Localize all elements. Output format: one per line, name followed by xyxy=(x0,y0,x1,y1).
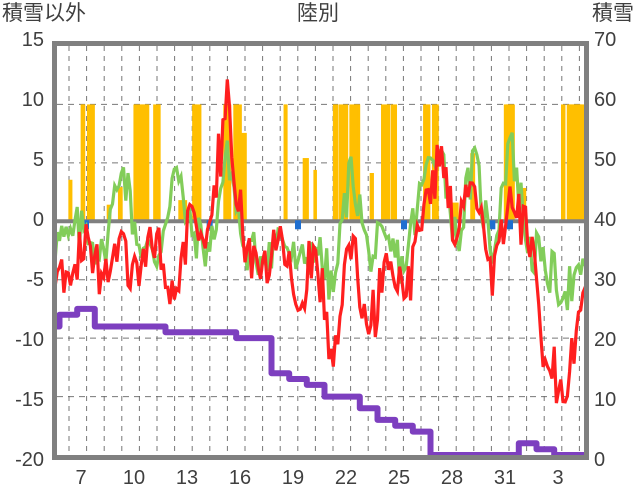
x-tick-22: 22 xyxy=(334,467,358,489)
x-tick-16: 16 xyxy=(228,467,252,489)
y-right-tick-20: 20 xyxy=(594,329,617,351)
x-tick-3: 3 xyxy=(552,467,564,489)
y-left-tick-10: 10 xyxy=(21,89,44,111)
chart-title: 陸別 xyxy=(297,2,339,25)
y-right-tick-60: 60 xyxy=(594,89,617,111)
y-right-tick-30: 30 xyxy=(594,269,617,291)
x-tick-25: 25 xyxy=(387,467,411,489)
x-tick-10: 10 xyxy=(122,467,146,489)
y-right-tick-0: 0 xyxy=(594,449,606,471)
x-tick-7: 7 xyxy=(75,467,87,489)
y-right-tick-40: 40 xyxy=(594,209,617,231)
y-left-tick-m15: -15 xyxy=(15,389,44,411)
x-tick-28: 28 xyxy=(440,467,464,489)
x-tick-19: 19 xyxy=(281,467,305,489)
right-axis-unit-label: 積雪 xyxy=(592,2,634,25)
left-axis-unit-label: 積雪以外 xyxy=(2,2,86,25)
y-right-tick-10: 10 xyxy=(594,389,617,411)
y-left-tick-15: 15 xyxy=(21,29,44,51)
y-left-tick-m5: -5 xyxy=(26,269,44,291)
y-left-tick-m10: -10 xyxy=(15,329,44,351)
y-left-tick-0: 0 xyxy=(32,209,44,231)
y-left-tick-5: 5 xyxy=(32,149,44,171)
y-left-tick-m20: -20 xyxy=(15,449,44,471)
chart-svg xyxy=(57,46,584,455)
plot-area xyxy=(52,41,589,460)
y-right-tick-50: 50 xyxy=(594,149,617,171)
x-tick-31: 31 xyxy=(493,467,517,489)
y-right-tick-70: 70 xyxy=(594,29,617,51)
plot-canvas xyxy=(57,46,584,455)
x-tick-13: 13 xyxy=(175,467,199,489)
